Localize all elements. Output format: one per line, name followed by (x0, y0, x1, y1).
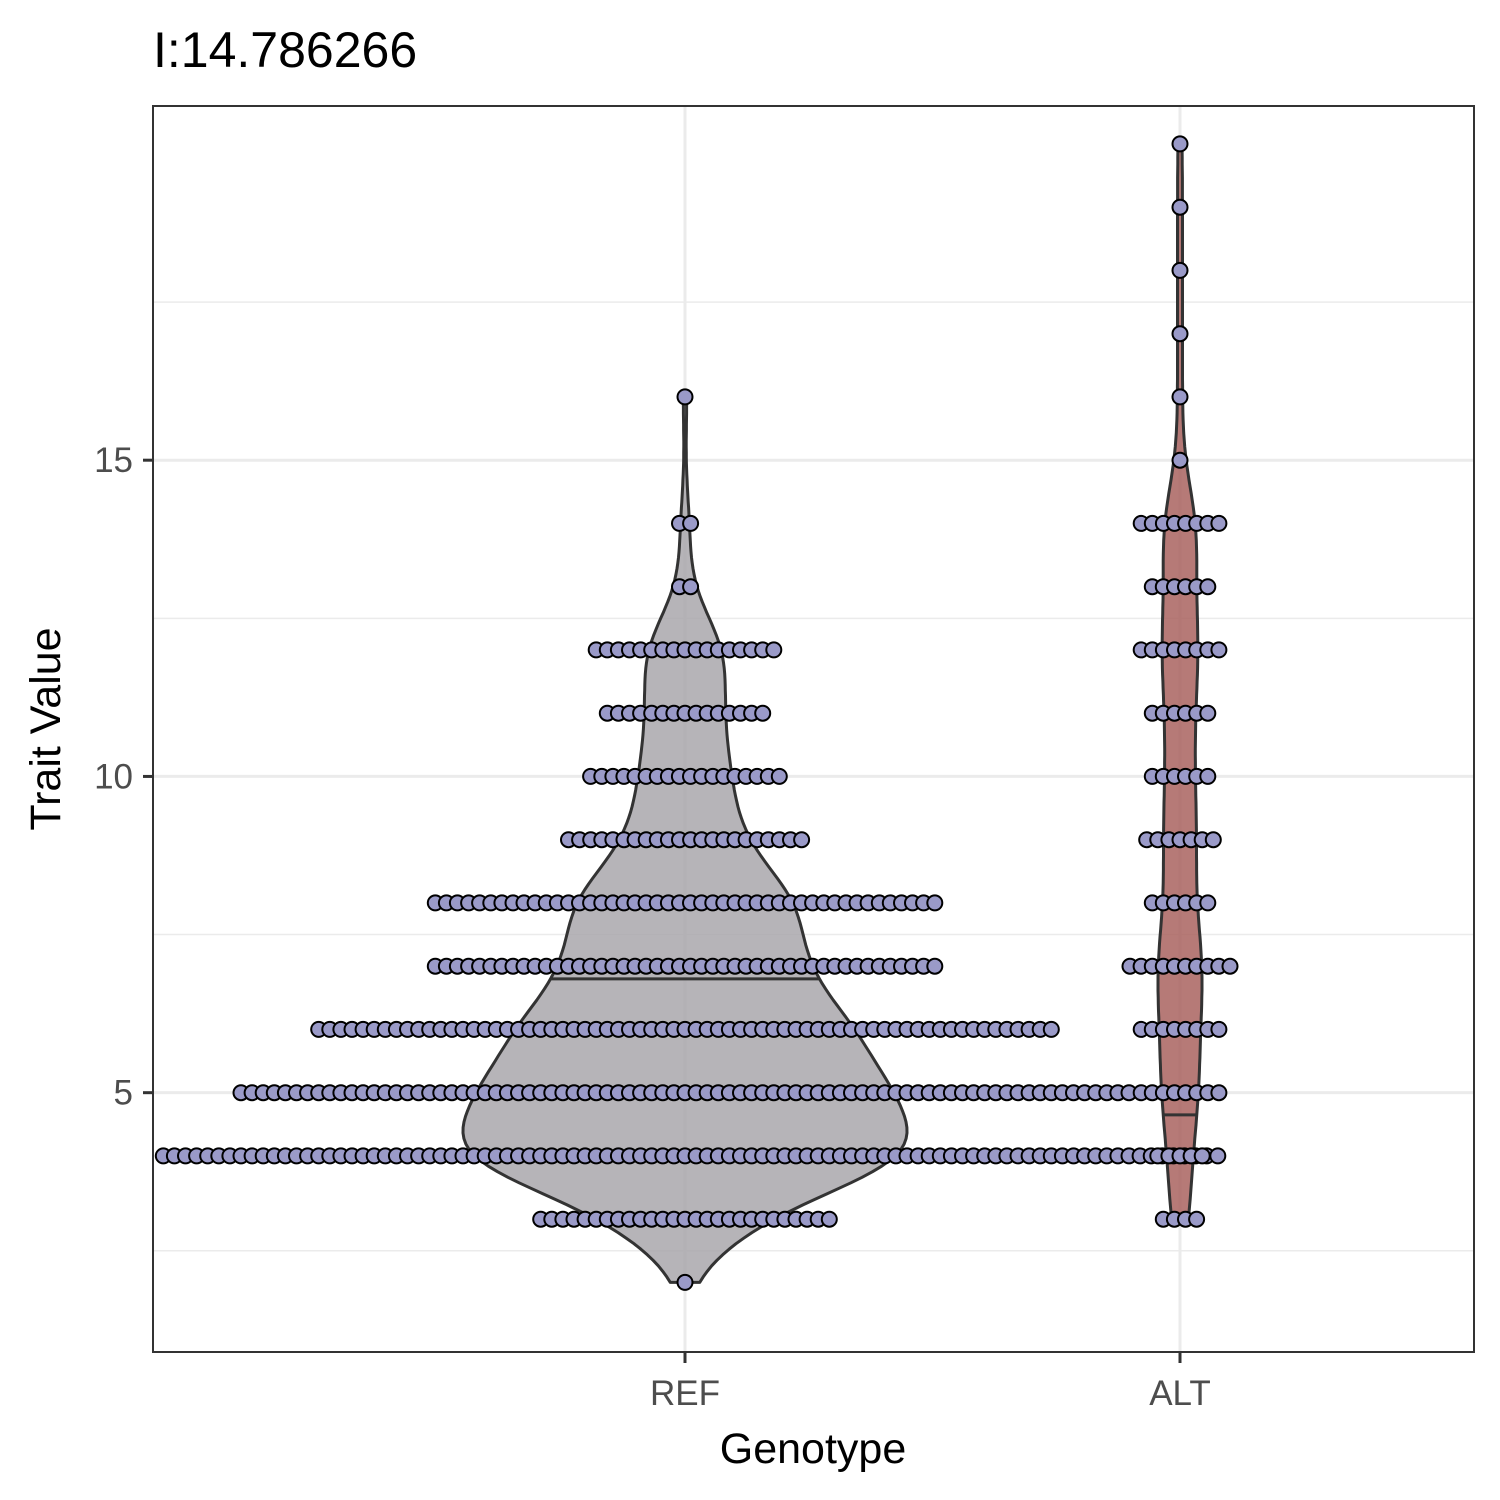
data-point (1171, 325, 1189, 343)
y-tick-label: 15 (94, 441, 133, 480)
x-tick-label-ref: REF (650, 1374, 720, 1413)
data-point (1199, 894, 1217, 912)
data-point (1210, 1020, 1228, 1038)
data-point (926, 894, 944, 912)
y-axis: 5 10 15 (94, 441, 153, 1113)
data-point (682, 578, 700, 596)
data-point (1171, 388, 1189, 406)
violin-alt (1156, 142, 1204, 1221)
data-point (793, 831, 811, 849)
data-point (1171, 261, 1189, 279)
x-axis: REF ALT (650, 1352, 1211, 1413)
data-point (1210, 641, 1228, 659)
data-point (1199, 578, 1217, 596)
data-point (765, 641, 783, 659)
data-point (1171, 198, 1189, 216)
data-point (1210, 1084, 1228, 1102)
y-tick-label: 10 (94, 757, 133, 796)
x-axis-title: Genotype (720, 1425, 906, 1473)
data-point (926, 957, 944, 975)
data-point (1171, 451, 1189, 469)
data-point (1221, 957, 1239, 975)
data-point (770, 767, 788, 785)
data-point (1199, 704, 1217, 722)
violins (461, 142, 1204, 1284)
data-point (676, 1273, 694, 1291)
data-point (1199, 767, 1217, 785)
dot-points (154, 135, 1239, 1291)
data-point (1188, 1210, 1206, 1228)
data-point (754, 704, 772, 722)
data-point (1210, 514, 1228, 532)
y-tick-label: 5 (114, 1074, 133, 1113)
data-point (1204, 831, 1222, 849)
chart-title: I:14.786266 (153, 22, 417, 78)
panel-border (152, 105, 1475, 1353)
data-point (820, 1210, 838, 1228)
x-tick-label-alt: ALT (1149, 1374, 1211, 1413)
data-point (676, 388, 694, 406)
data-point (682, 514, 700, 532)
data-point (1171, 135, 1189, 153)
data-point (1042, 1020, 1060, 1038)
data-point (1193, 1147, 1211, 1165)
y-axis-title: Trait Value (22, 627, 70, 830)
data-point (1209, 1147, 1227, 1165)
